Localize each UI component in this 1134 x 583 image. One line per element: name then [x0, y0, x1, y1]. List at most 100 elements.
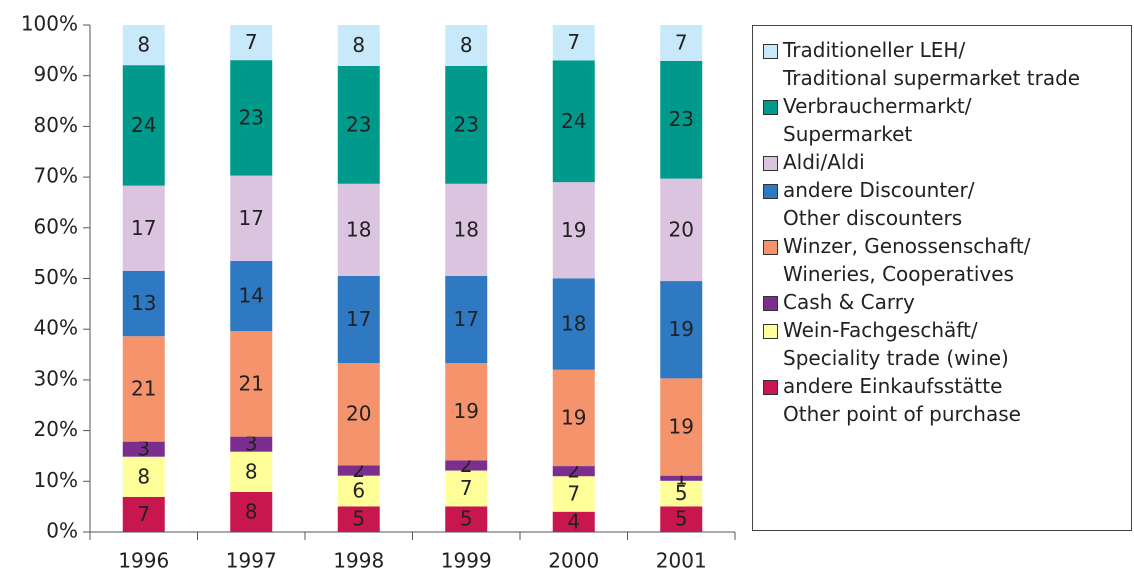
bar-segment — [230, 260, 273, 332]
data-label: 3 — [137, 437, 150, 461]
bar-segment — [660, 480, 703, 507]
bar-segment — [337, 475, 380, 507]
data-label: 19 — [669, 317, 694, 341]
data-label: 5 — [460, 507, 473, 531]
data-label: 23 — [669, 107, 694, 131]
legend-swatch — [763, 380, 778, 395]
legend: Traditioneller LEH/ Traditional supermar… — [752, 25, 1132, 531]
legend-label: Traditioneller LEH/ Traditional supermar… — [783, 38, 1081, 90]
bar-segment — [337, 65, 380, 184]
data-label: 8 — [352, 33, 365, 57]
bar-segment — [230, 175, 273, 261]
y-tick-label: 80% — [34, 113, 78, 137]
bar-segment — [660, 178, 703, 282]
bar-segment — [445, 275, 488, 363]
bar-segment — [552, 511, 595, 532]
bar-segment — [337, 275, 380, 363]
legend-label: andere Einkaufsstätte Other point of pur… — [783, 374, 1021, 426]
y-tick-label: 20% — [34, 417, 78, 441]
bar-segment — [445, 506, 488, 532]
data-label: 17 — [131, 216, 156, 240]
data-label: 7 — [137, 502, 150, 526]
data-label: 21 — [239, 371, 264, 395]
legend-label: Wein-Fachgeschäft/ Speciality trade (win… — [783, 318, 1009, 370]
data-label: 7 — [675, 30, 688, 54]
bar-segment — [122, 441, 165, 457]
bar-segment — [660, 25, 703, 61]
bar-segment — [552, 278, 595, 370]
data-label: 17 — [454, 307, 479, 331]
legend-label: andere Discounter/ Other discounters — [783, 178, 975, 230]
data-label: 23 — [454, 112, 479, 136]
bar-segment — [337, 363, 380, 466]
bar-segment — [122, 270, 165, 337]
y-tick-label: 70% — [34, 164, 78, 188]
bar-segment — [445, 183, 488, 276]
bar-segment — [552, 25, 595, 61]
y-tick-label: 30% — [34, 366, 78, 390]
bar-segment — [445, 65, 488, 184]
data-label: 24 — [131, 113, 156, 137]
data-label: 19 — [561, 405, 586, 429]
data-label: 8 — [245, 499, 258, 523]
legend-label: Verbrauchermarkt/ Supermarket — [783, 94, 972, 146]
legend-item: andere Discounter/ Other discounters — [763, 176, 1131, 232]
data-label: 24 — [561, 109, 586, 133]
data-label: 8 — [137, 33, 150, 57]
legend-item: Wein-Fachgeschäft/ Speciality trade (win… — [763, 316, 1131, 372]
bar-segment — [230, 451, 273, 492]
bar-segment — [445, 460, 488, 471]
x-tick-label: 1997 — [226, 549, 277, 573]
data-label: 17 — [346, 307, 371, 331]
bar-segment — [122, 65, 165, 186]
y-tick-label: 0% — [46, 519, 78, 543]
data-label: 7 — [567, 30, 580, 54]
bar-segment — [122, 336, 165, 442]
bar-segment — [122, 25, 165, 66]
y-tick-label: 60% — [34, 214, 78, 238]
bar-segment — [660, 506, 703, 532]
x-tick-label: 1999 — [441, 549, 492, 573]
y-tick-label: 50% — [34, 265, 78, 289]
legend-item: Cash & Carry — [763, 288, 1131, 316]
bar-segment — [230, 60, 273, 176]
data-label: 23 — [239, 105, 264, 129]
data-label: 23 — [346, 112, 371, 136]
data-label: 5 — [675, 507, 688, 531]
data-label: 7 — [460, 476, 473, 500]
bar-segment — [445, 470, 488, 507]
data-label: 18 — [346, 217, 371, 241]
data-label: 8 — [137, 464, 150, 488]
data-label: 18 — [561, 312, 586, 336]
bar-segment — [337, 506, 380, 532]
y-tick-label: 90% — [34, 62, 78, 86]
data-label: 19 — [454, 399, 479, 423]
x-tick-label: 1998 — [333, 549, 384, 573]
data-label: 20 — [346, 402, 371, 426]
bar-segment — [122, 456, 165, 497]
bar-segment — [337, 465, 380, 476]
legend-swatch — [763, 240, 778, 255]
legend-item: Verbrauchermarkt/ Supermarket — [763, 92, 1131, 148]
legend-label: Winzer, Genossenschaft/ Wineries, Cooper… — [783, 234, 1031, 286]
data-label: 18 — [454, 217, 479, 241]
y-tick-label: 40% — [34, 316, 78, 340]
bar-segment — [230, 25, 273, 61]
legend-item: Winzer, Genossenschaft/ Wineries, Cooper… — [763, 232, 1131, 288]
bar-segment — [660, 475, 703, 481]
data-label: 21 — [131, 376, 156, 400]
legend-swatch — [763, 296, 778, 311]
data-label: 8 — [245, 459, 258, 483]
bar-segment — [660, 60, 703, 179]
legend-label: Aldi/Aldi — [783, 150, 865, 174]
y-tick-label: 10% — [34, 468, 78, 492]
data-label: 5 — [352, 507, 365, 531]
chart: 0% 10% 20% 30% 40% 50% 60% 70% 80% 90% 100% 1996 7 8 3… — [21, 12, 736, 573]
bar-segment — [552, 476, 595, 512]
bar-segment — [337, 183, 380, 276]
bar-segment — [337, 25, 380, 66]
bar-segment — [230, 331, 273, 437]
bar-segment — [230, 436, 273, 452]
data-label: 3 — [245, 432, 258, 456]
